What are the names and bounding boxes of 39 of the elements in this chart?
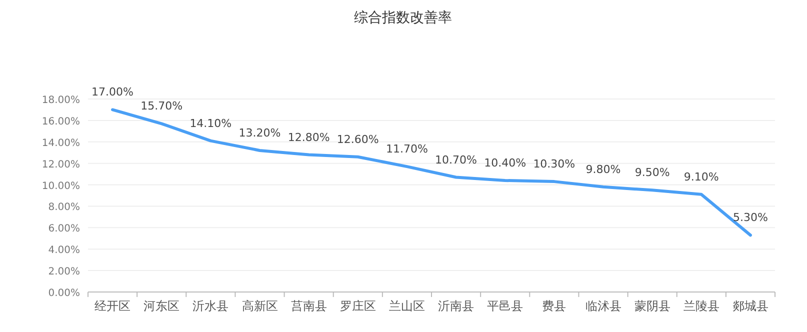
data-label: 15.70% <box>140 100 183 113</box>
data-label: 17.00% <box>92 86 134 99</box>
x-tick-label: 兰陵县 <box>683 299 720 313</box>
x-tick-label: 平邑县 <box>487 299 524 313</box>
y-tick-label: 16.00% <box>42 116 80 128</box>
data-label: 10.40% <box>484 156 526 170</box>
data-label: 9.80% <box>586 162 621 176</box>
y-tick-label: 0.00% <box>48 288 80 299</box>
x-tick-label: 蒙阴县 <box>634 299 670 313</box>
data-label: 12.60% <box>336 132 379 146</box>
x-tick-label: 高新区 <box>242 299 278 313</box>
data-label: 9.10% <box>684 170 719 184</box>
data-label: 13.20% <box>238 126 281 140</box>
y-tick-label: 8.00% <box>48 202 80 214</box>
y-tick-label: 6.00% <box>48 224 80 235</box>
data-label: 14.10% <box>190 116 232 130</box>
chart-title: 综合指数改善率 <box>354 9 452 26</box>
data-label: 5.30% <box>732 211 768 224</box>
data-label: 11.70% <box>386 142 428 156</box>
y-tick-label: 2.00% <box>48 266 80 278</box>
x-tick-label: 兰山区 <box>388 299 425 313</box>
x-tick-label: 郯城县 <box>732 299 768 313</box>
data-label: 9.50% <box>634 166 670 180</box>
y-tick-label: 4.00% <box>48 245 80 256</box>
x-tick-label: 沂南县 <box>438 299 474 313</box>
y-tick-label: 18.00% <box>42 95 80 106</box>
x-tick-label: 经开区 <box>94 299 131 313</box>
data-label: 10.70% <box>435 153 478 166</box>
x-tick-label: 沂水县 <box>192 299 229 313</box>
x-tick-label: 罗庄区 <box>340 299 376 313</box>
y-tick-label: 10.00% <box>42 180 80 192</box>
x-tick-label: 费县 <box>542 299 566 313</box>
y-tick-label: 14.00% <box>42 138 80 149</box>
y-tick-label: 12.00% <box>42 159 80 170</box>
x-tick-label: 莒南县 <box>290 299 327 313</box>
x-tick-label: 临沭县 <box>585 299 622 313</box>
data-label: 12.80% <box>288 130 330 144</box>
data-label: 10.30% <box>533 158 576 171</box>
x-tick-label: 河东区 <box>144 299 180 313</box>
